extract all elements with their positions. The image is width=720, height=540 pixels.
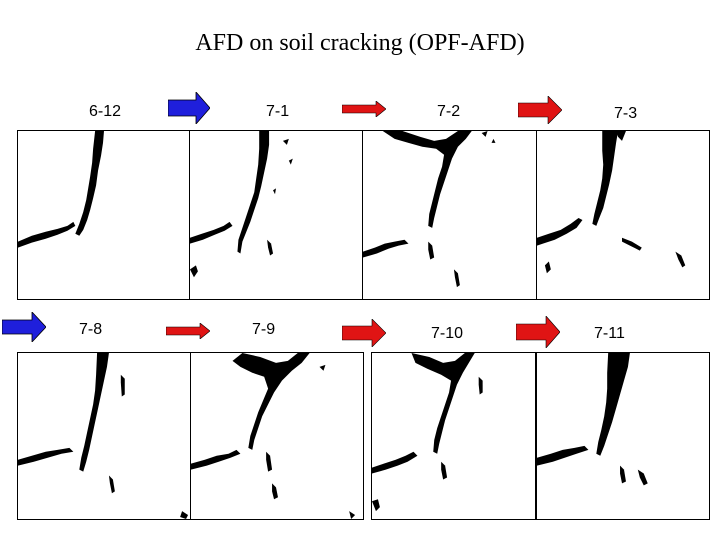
- arrow-right-icon: [518, 96, 562, 124]
- arrow-shape: [342, 101, 386, 117]
- arrow-right-icon: [2, 312, 46, 342]
- crack-panel-7-2: [362, 130, 537, 300]
- arrow-shape: [516, 316, 560, 348]
- crack-panel-7-3: [536, 130, 710, 300]
- crack-panel-7-10: [371, 352, 536, 520]
- crack-main: [18, 131, 104, 248]
- label-7-11: 7-11: [594, 325, 625, 342]
- arrow-shape: [166, 323, 210, 339]
- arrow-shape: [168, 92, 210, 124]
- label-7-3: 7-3: [614, 105, 638, 122]
- crack-panel-7-11: [536, 352, 710, 520]
- arrow-shape: [518, 96, 562, 124]
- label-7-1: 7-1: [266, 103, 290, 120]
- arrow-right-icon: [516, 316, 560, 348]
- label-7-8: 7-8: [79, 321, 103, 338]
- arrow-right-icon: [342, 319, 386, 347]
- crack-panel-7-9: [190, 352, 364, 520]
- page-title: AFD on soil cracking (OPF-AFD): [195, 30, 525, 56]
- arrow-right-icon: [168, 92, 210, 124]
- label-6-12: 6-12: [89, 103, 122, 120]
- crack-panel-7-8: [17, 352, 191, 520]
- arrow-shape: [342, 319, 386, 347]
- label-7-9: 7-9: [252, 321, 276, 338]
- arrow-shape: [2, 312, 46, 342]
- label-7-2: 7-2: [437, 103, 461, 120]
- crack-panel-6-12: [17, 130, 190, 300]
- arrow-right-icon: [166, 323, 210, 339]
- crack-panel-7-1: [189, 130, 363, 300]
- label-7-10: 7-10: [431, 325, 464, 342]
- arrow-right-icon: [342, 101, 386, 117]
